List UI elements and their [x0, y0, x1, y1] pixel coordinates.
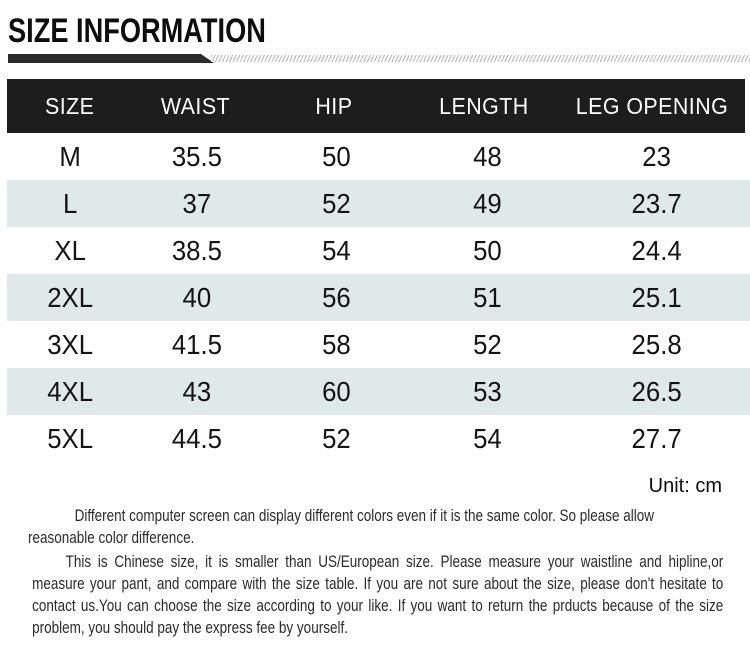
table-header-row: SIZE WAIST HIP LENGTH LEG OPENING: [7, 79, 745, 133]
color-difference-note: Different computer screen can display di…: [28, 507, 655, 547]
table-cell: 44.5: [172, 422, 223, 454]
table-row: 4XL 43 60 53 26.5: [7, 368, 750, 415]
table-cell: 27.7: [631, 422, 682, 454]
table-cell: 40: [182, 281, 212, 313]
table-cell: 23: [642, 140, 671, 172]
table-row: L 37 52 49 23.7: [7, 180, 750, 227]
table-cell: 25.1: [631, 281, 682, 313]
table-cell: 25.8: [631, 328, 682, 360]
title-underline-bar: [8, 54, 214, 63]
table-cell: 48: [472, 140, 502, 172]
table-cell: 49: [472, 187, 502, 219]
header-leg-opening: LEG OPENING: [575, 92, 729, 119]
table-cell: 52: [322, 422, 351, 454]
header-size: SIZE: [45, 92, 95, 119]
table-cell: M: [59, 140, 81, 172]
table-cell: 3XL: [47, 328, 94, 360]
title-underline-stripes: [211, 55, 750, 62]
table-cell: 60: [322, 375, 351, 407]
table-cell: 53: [472, 375, 502, 407]
table-cell: 24.4: [631, 234, 682, 266]
table-cell: 50: [472, 234, 502, 266]
table-cell: L: [62, 187, 78, 219]
table-cell: 5XL: [47, 422, 94, 454]
table-cell: 41.5: [172, 328, 223, 360]
table-row: 5XL 44.5 52 54 27.7: [7, 415, 750, 462]
table-row: XL 38.5 54 50 24.4: [7, 227, 750, 274]
header-waist: WAIST: [161, 92, 231, 119]
header-length: LENGTH: [439, 92, 529, 119]
table-cell: 4XL: [47, 375, 94, 407]
table-row: 2XL 40 56 51 25.1: [7, 274, 750, 321]
table-cell: 38.5: [172, 234, 223, 266]
table-cell: 51: [472, 281, 502, 313]
table-cell: 37: [182, 187, 212, 219]
table-cell: XL: [54, 234, 86, 266]
unit-label: Unit: cm: [648, 475, 722, 497]
table-row: M 35.5 50 48 23: [7, 133, 750, 180]
table-cell: 50: [322, 140, 351, 172]
table-cell: 23.7: [631, 187, 682, 219]
size-table: SIZE WAIST HIP LENGTH LEG OPENING M 35.5 5…: [7, 79, 750, 462]
table-cell: 54: [322, 234, 351, 266]
header-hip: HIP: [315, 92, 353, 119]
table-cell: 54: [472, 422, 502, 454]
table-cell: 26.5: [631, 375, 682, 407]
table-cell: 35.5: [172, 140, 223, 172]
table-cell: 56: [322, 281, 351, 313]
table-cell: 52: [322, 187, 351, 219]
table-cell: 52: [472, 328, 502, 360]
title-underline: [8, 54, 750, 64]
table-cell: 43: [182, 375, 212, 407]
size-advice-note: This is Chinese size, it is smaller than…: [32, 553, 724, 637]
page-title: SIZE INFORMATION: [8, 12, 266, 50]
table-body: M 35.5 50 48 23 L 37 52 49 23.7 XL 38.5 54 50 24.4 2XL 4…: [7, 133, 750, 462]
notes-section: Different computer screen can display di…: [28, 505, 723, 639]
table-cell: 58: [322, 328, 351, 360]
table-row: 3XL 41.5 58 52 25.8: [7, 321, 750, 368]
table-cell: 2XL: [47, 281, 94, 313]
